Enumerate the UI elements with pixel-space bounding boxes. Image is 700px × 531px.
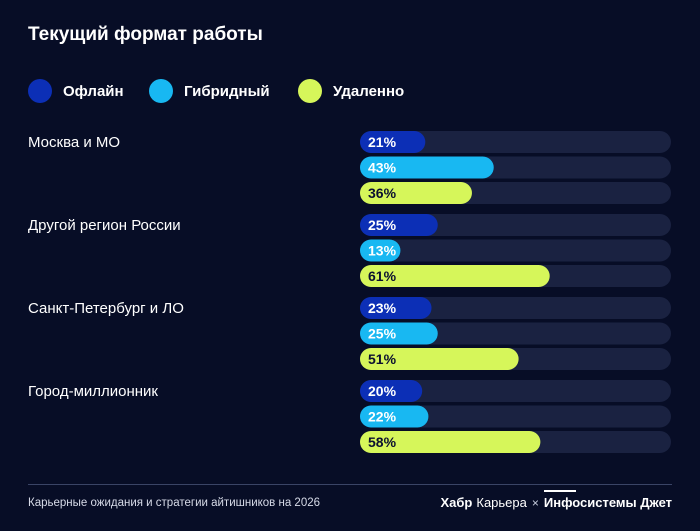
value-label-million-city-remote: 58% — [368, 434, 397, 450]
brand-partner: Инфосистемы Джет — [543, 490, 672, 510]
legend-label-hybrid: Гибридный — [184, 82, 270, 100]
bar-spb-offline — [360, 297, 432, 319]
category-label-moscow: Москва и МО — [28, 134, 120, 151]
bar-track-other-region-offline — [360, 214, 671, 236]
bar-track-million-city-offline — [360, 380, 671, 402]
bar-million-city-remote — [360, 431, 541, 453]
footer-source: Карьерные ожидания и стратегии айтишнико… — [28, 497, 321, 509]
bar-track-spb-offline — [360, 297, 671, 319]
legend-item-remote: Удаленно — [298, 78, 404, 104]
brand-separator: × — [531, 496, 539, 510]
bar-spb-hybrid — [360, 322, 438, 345]
value-label-million-city-offline: 20% — [368, 383, 397, 399]
brand-partner-mark — [543, 490, 576, 492]
category-label-million-city: Город-миллионник — [28, 383, 158, 400]
value-label-other-region-remote: 61% — [368, 268, 397, 284]
bar-spb-remote — [360, 348, 519, 370]
value-label-moscow-offline: 21% — [368, 134, 397, 150]
value-label-other-region-offline: 25% — [368, 217, 397, 233]
value-label-spb-hybrid: 25% — [368, 326, 397, 342]
value-label-moscow-remote: 36% — [368, 185, 397, 201]
chart-title: Текущий формат работы — [28, 24, 263, 45]
footer-divider — [28, 484, 672, 485]
bar-track-other-region-hybrid — [360, 239, 671, 262]
footer-brands: Хабр Карьера × Инфосистемы Джет — [440, 490, 672, 510]
bar-moscow-remote — [360, 182, 472, 204]
value-label-spb-remote: 51% — [368, 351, 397, 367]
bar-chart: Москва и МО 21% 43% 36% Другой регион России… — [28, 131, 671, 453]
bar-other-region-offline — [360, 214, 438, 236]
legend-item-hybrid: Гибридный — [149, 78, 270, 104]
value-label-moscow-hybrid: 43% — [368, 160, 397, 176]
brand-habr: Хабр — [440, 495, 473, 510]
value-label-spb-offline: 23% — [368, 300, 397, 316]
legend-label-remote: Удаленно — [333, 82, 405, 100]
legend-label-offline: Офлайн — [63, 82, 124, 100]
bar-other-region-hybrid — [360, 239, 401, 262]
brand-career: Карьера — [476, 495, 527, 510]
legend-swatch-remote — [298, 79, 322, 103]
bar-track-moscow-offline — [360, 131, 671, 153]
value-label-other-region-hybrid: 13% — [368, 243, 397, 259]
bar-million-city-hybrid — [360, 405, 429, 428]
bar-track-million-city-hybrid — [360, 405, 671, 428]
bar-moscow-hybrid — [360, 156, 494, 179]
category-label-spb: Санкт-Петербург и ЛО — [28, 300, 184, 317]
bar-track-spb-hybrid — [360, 322, 671, 345]
value-label-million-city-hybrid: 22% — [368, 409, 397, 425]
category-label-other-region: Другой регион России — [28, 217, 181, 234]
bar-other-region-remote — [360, 265, 550, 287]
bar-million-city-offline — [360, 380, 423, 402]
bar-moscow-offline — [360, 131, 426, 153]
legend-swatch-offline — [28, 79, 52, 103]
legend-swatch-hybrid — [149, 79, 173, 103]
brand-partner-text: Инфосистемы Джет — [543, 495, 672, 510]
legend-item-offline: Офлайн — [28, 78, 124, 104]
